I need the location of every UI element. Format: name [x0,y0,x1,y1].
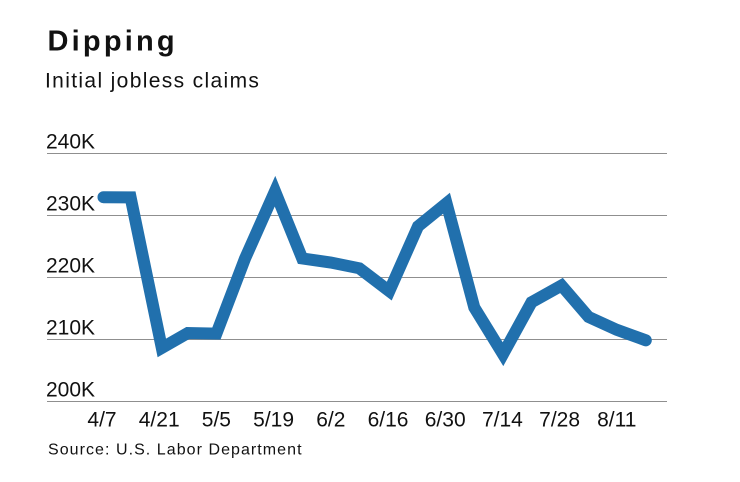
svg-text:7/14: 7/14 [482,409,523,432]
svg-text:240K: 240K [46,131,95,154]
svg-text:Initial jobless claims: Initial jobless claims [45,69,260,92]
svg-text:230K: 230K [46,193,95,216]
svg-text:200K: 200K [46,379,95,402]
svg-text:Source: U.S. Labor Department: Source: U.S. Labor Department [48,441,303,458]
svg-text:7/28: 7/28 [539,409,580,432]
svg-text:5/5: 5/5 [202,409,231,432]
svg-text:4/21: 4/21 [139,409,180,432]
svg-text:220K: 220K [46,255,95,278]
svg-text:5/19: 5/19 [253,409,294,432]
svg-text:8/11: 8/11 [597,409,636,432]
svg-text:6/2: 6/2 [316,409,345,432]
svg-text:210K: 210K [46,317,95,340]
svg-text:4/7: 4/7 [87,409,116,432]
svg-text:6/30: 6/30 [425,409,466,432]
svg-text:6/16: 6/16 [368,409,409,432]
svg-text:Dipping: Dipping [48,26,178,58]
